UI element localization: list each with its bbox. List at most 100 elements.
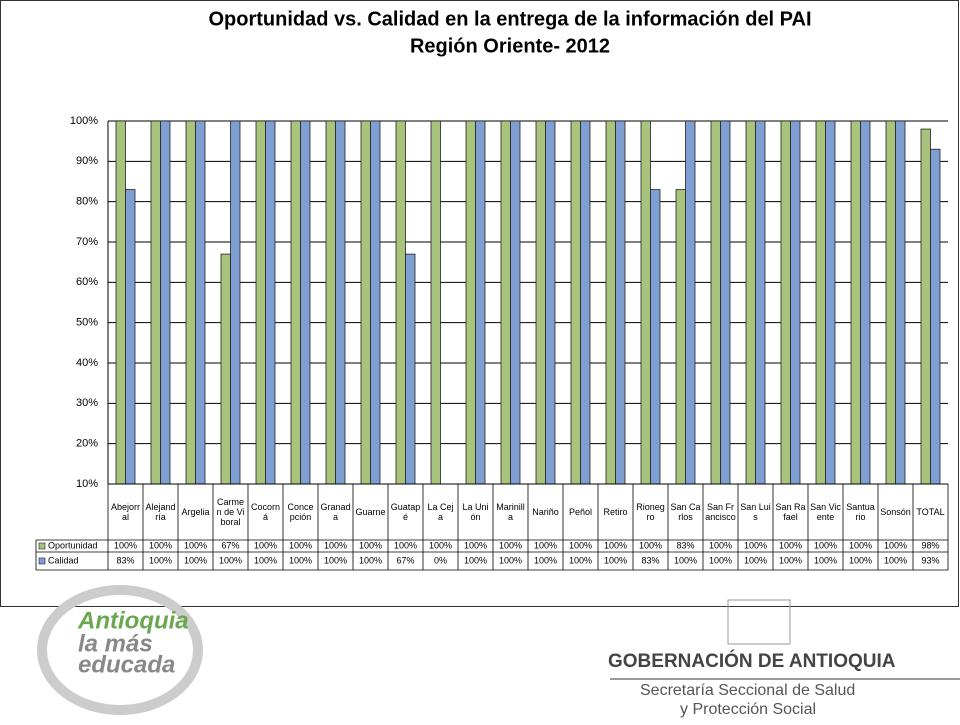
x-label-box: Retiro bbox=[603, 507, 627, 517]
x-label-box: San Carlos bbox=[670, 502, 700, 522]
bar bbox=[825, 121, 836, 484]
x-label-box: Nariño bbox=[532, 507, 559, 517]
x-tick-label: Carmen de Viboral bbox=[216, 497, 245, 527]
x-label-box: Sonsón bbox=[880, 507, 911, 517]
bar bbox=[850, 121, 861, 484]
x-label-box: Santuario bbox=[846, 502, 875, 522]
x-tick-label: Argelia bbox=[181, 507, 210, 517]
value-label: 100% bbox=[114, 540, 137, 550]
bar bbox=[930, 148, 941, 484]
value-label: 67% bbox=[396, 555, 414, 565]
dept-name: Secretaría Seccional de Salud bbox=[640, 682, 855, 699]
slogan: educada bbox=[78, 651, 175, 678]
value-label: 98% bbox=[921, 540, 939, 550]
y-tick-label: 100% bbox=[70, 115, 98, 127]
value-label: 100% bbox=[884, 555, 907, 565]
coat-of-arms bbox=[727, 599, 791, 645]
bar bbox=[230, 121, 241, 484]
bar bbox=[360, 121, 371, 484]
x-tick-label: TOTAL bbox=[916, 507, 945, 517]
x-label-box: San Francisco bbox=[705, 502, 736, 522]
y-tick-label: 30% bbox=[76, 397, 98, 409]
x-label-box: Argelia bbox=[181, 507, 210, 517]
value-label: 83% bbox=[641, 555, 659, 565]
bar bbox=[125, 189, 136, 484]
value-label: 100% bbox=[569, 555, 592, 565]
plot bbox=[115, 121, 941, 484]
slogan: la más bbox=[78, 630, 153, 657]
x-tick-label: San Francisco bbox=[705, 502, 736, 522]
bar bbox=[580, 121, 591, 484]
x-label-box: La Unión bbox=[462, 502, 489, 522]
footer-logo: Antioquia la más educada GOBERNACIÓN DE … bbox=[37, 585, 960, 718]
bar bbox=[640, 121, 651, 484]
chart-title: Oportunidad vs. Calidad en la entrega de… bbox=[208, 8, 811, 30]
value-label: 100% bbox=[394, 540, 417, 550]
bar bbox=[545, 121, 556, 484]
value-label: 100% bbox=[429, 540, 452, 550]
slogan: Antioquia bbox=[77, 607, 189, 634]
x-tick-label: Sonsón bbox=[880, 507, 911, 517]
y-tick-label: 10% bbox=[76, 478, 98, 490]
bar bbox=[685, 121, 696, 484]
x-tick-label: San Vicente bbox=[810, 502, 841, 522]
value-label: 100% bbox=[149, 540, 172, 550]
value-label: 100% bbox=[674, 555, 697, 565]
x-tick-label: Concepción bbox=[287, 502, 314, 522]
bar bbox=[605, 121, 616, 484]
bar bbox=[710, 121, 721, 484]
bar bbox=[780, 121, 791, 484]
value-label: 100% bbox=[534, 540, 557, 550]
value-label: 0% bbox=[434, 555, 447, 565]
bar bbox=[290, 121, 301, 484]
logo-ring bbox=[37, 585, 203, 715]
value-label: 100% bbox=[604, 555, 627, 565]
x-tick-label: Cocorná bbox=[250, 502, 280, 522]
value-label: 100% bbox=[359, 555, 382, 565]
value-label: 83% bbox=[116, 555, 134, 565]
bar bbox=[185, 121, 196, 484]
value-label: 100% bbox=[464, 555, 487, 565]
x-label-box: Guarne bbox=[355, 507, 385, 517]
x-tick-label: Alejandría bbox=[145, 502, 176, 522]
value-label: 100% bbox=[499, 540, 522, 550]
value-label: 100% bbox=[569, 540, 592, 550]
bar bbox=[220, 253, 231, 484]
value-label: 100% bbox=[289, 540, 312, 550]
value-label: 100% bbox=[849, 555, 872, 565]
x-tick-label: La Unión bbox=[462, 502, 489, 522]
legend-key bbox=[38, 542, 46, 550]
x-tick-label: Guatapé bbox=[390, 502, 421, 522]
x-label-box: San Rafael bbox=[775, 502, 805, 522]
bar bbox=[255, 121, 266, 484]
x-label-box: Guatapé bbox=[390, 502, 421, 522]
bar bbox=[465, 121, 476, 484]
value-label: 100% bbox=[744, 555, 767, 565]
bar bbox=[160, 121, 171, 484]
x-label-box: La Ceja bbox=[427, 502, 453, 522]
y-tick-label: 40% bbox=[76, 357, 98, 369]
value-label: 100% bbox=[149, 555, 172, 565]
x-tick-label: Santuario bbox=[846, 502, 875, 522]
y-tick-label: 50% bbox=[76, 317, 98, 329]
bar bbox=[755, 121, 766, 484]
legend-key bbox=[38, 557, 46, 565]
x-tick-label: Marinilla bbox=[496, 502, 525, 522]
value-label: 100% bbox=[254, 555, 277, 565]
bar bbox=[720, 121, 731, 484]
value-label: 100% bbox=[709, 555, 732, 565]
bar bbox=[405, 253, 416, 484]
y-tick-label: 90% bbox=[76, 155, 98, 167]
legend-label: Oportunidad bbox=[48, 540, 98, 550]
value-label: 100% bbox=[849, 540, 872, 550]
bar bbox=[535, 121, 546, 484]
bar bbox=[895, 121, 906, 484]
x-label-box: Concepción bbox=[287, 502, 314, 522]
value-label: 100% bbox=[814, 555, 837, 565]
bar bbox=[335, 121, 346, 484]
value-label: 100% bbox=[184, 540, 207, 550]
x-tick-label: San Luis bbox=[740, 502, 771, 522]
x-tick-label: Rionegro bbox=[636, 502, 665, 522]
value-label: 67% bbox=[221, 540, 239, 550]
x-tick-label: Nariño bbox=[532, 507, 559, 517]
